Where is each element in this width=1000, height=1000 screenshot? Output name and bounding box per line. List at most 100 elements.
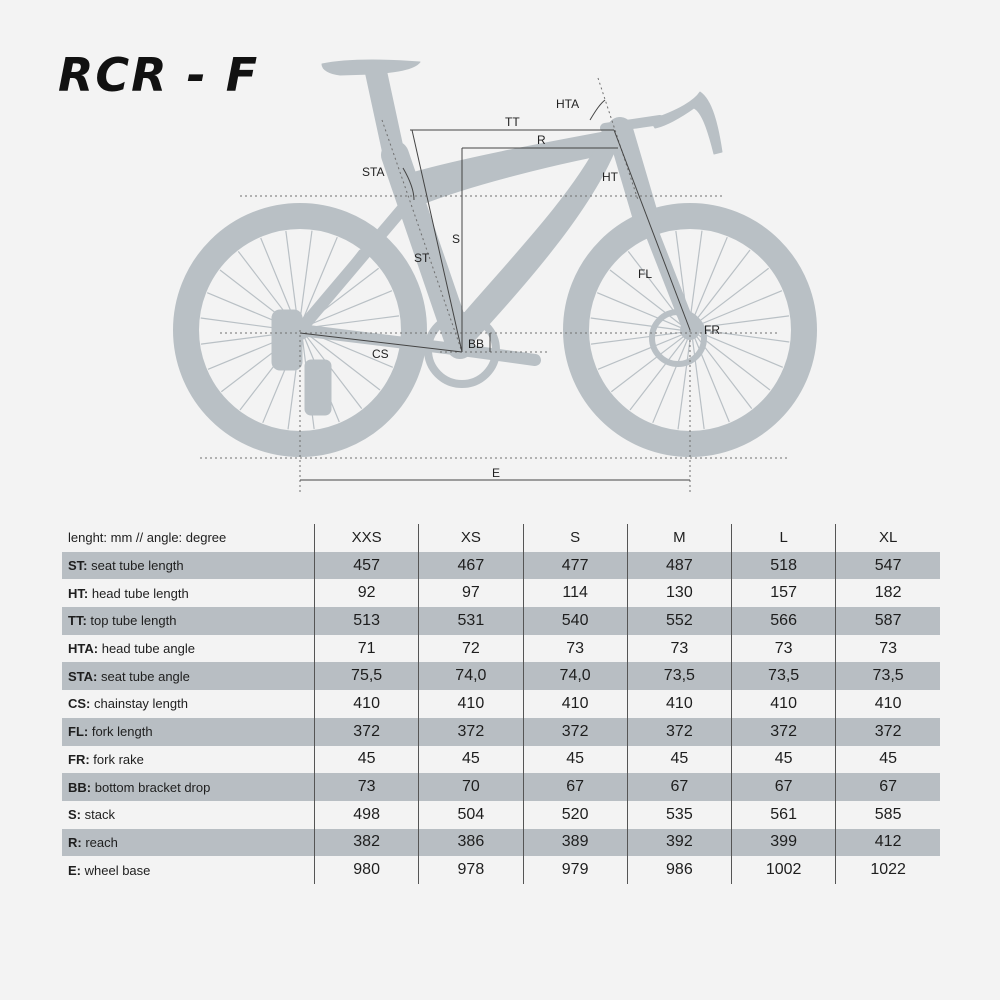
table-cell: 386 xyxy=(418,828,523,857)
wheel-spoke xyxy=(677,339,691,430)
label-hta: HTA xyxy=(556,97,579,111)
row-label: TT: top tube length xyxy=(62,607,315,635)
table-cell: 372 xyxy=(626,717,732,746)
row-abbr: BB: xyxy=(68,779,92,795)
table-cell: 585 xyxy=(835,800,940,829)
row-description: fork rake xyxy=(93,751,144,767)
table-cell: 372 xyxy=(730,717,836,746)
table-row: S: stack 498 504 520 535 561 585 xyxy=(62,800,940,829)
table-cell: 71 xyxy=(313,634,419,663)
row-abbr: FR: xyxy=(68,751,90,767)
table-cell: 410 xyxy=(835,690,940,718)
table-row: R: reach 382 386 389 392 399 412 xyxy=(62,828,940,857)
wheel-spoke xyxy=(652,339,688,424)
wheel-spoke xyxy=(696,267,770,324)
table-cell: 980 xyxy=(313,856,419,884)
wheel-spoke xyxy=(308,290,393,326)
table-cell: 978 xyxy=(418,856,523,884)
wheel-spoke xyxy=(698,290,783,326)
table-cell: 45 xyxy=(313,745,419,774)
row-abbr: STA: xyxy=(68,668,98,684)
row-abbr: ST: xyxy=(68,558,88,574)
table-cell: 372 xyxy=(418,717,523,746)
label-sta: STA xyxy=(362,165,384,179)
size-header: M xyxy=(626,524,732,552)
table-cell: 67 xyxy=(522,773,628,801)
table-cell: 45 xyxy=(730,745,836,774)
row-abbr: S: xyxy=(68,807,81,823)
table-cell: 410 xyxy=(730,690,836,718)
wheel-spoke xyxy=(260,237,296,322)
page-title: RCR - F xyxy=(58,48,260,102)
row-label: FR: fork rake xyxy=(62,745,315,774)
wheel-spoke xyxy=(308,334,381,391)
row-label: HT: head tube length xyxy=(62,579,315,608)
table-row: TT: top tube length 513 531 540 552 566 587 xyxy=(62,607,940,635)
table-cell: 587 xyxy=(835,607,940,635)
table-cell: 372 xyxy=(313,717,419,746)
table-cell: 45 xyxy=(522,745,628,774)
table-header-row: lenght: mm // angle: degree XXS XS S M L… xyxy=(62,524,940,552)
table-cell: 389 xyxy=(522,828,628,857)
table-cell: 518 xyxy=(730,551,836,580)
wheel-spoke xyxy=(590,331,681,345)
table-cell: 540 xyxy=(522,607,628,635)
table-cell: 410 xyxy=(522,690,628,718)
label-cs: CS xyxy=(372,347,389,361)
row-abbr: HT: xyxy=(68,585,89,601)
row-abbr: HTA: xyxy=(68,641,99,657)
row-abbr: R: xyxy=(68,834,82,850)
table-cell: 73 xyxy=(313,773,419,801)
label-ht: HT xyxy=(602,170,619,184)
table-cell: 45 xyxy=(626,745,732,774)
row-description: fork length xyxy=(91,724,153,740)
table-cell: 513 xyxy=(313,607,419,635)
label-st: ST xyxy=(414,251,430,265)
table-cell: 457 xyxy=(313,551,419,580)
row-label: HTA: head tube angle xyxy=(62,634,315,663)
table-row: HTA: head tube angle 71 72 73 73 73 73 xyxy=(62,634,940,663)
wheel-spoke xyxy=(698,334,771,391)
table-cell: 182 xyxy=(835,579,940,608)
table-row: E: wheel base 980 978 979 986 1002 1022 xyxy=(62,856,940,884)
row-abbr: E: xyxy=(68,862,81,878)
table-cell: 74,0 xyxy=(522,662,628,691)
table-row: BB: bottom bracket drop 73 70 67 67 67 67 xyxy=(62,773,940,801)
table-cell: 67 xyxy=(730,773,836,801)
table-cell: 130 xyxy=(626,579,732,608)
label-tt: TT xyxy=(505,115,520,129)
table-cell: 382 xyxy=(313,828,419,857)
table-cell: 552 xyxy=(626,607,732,635)
table-cell: 412 xyxy=(835,828,940,857)
row-description: wheel base xyxy=(84,862,151,878)
table-cell: 73 xyxy=(522,634,628,663)
table-cell: 45 xyxy=(835,745,940,774)
table-row: HT: head tube length 92 97 114 130 157 182 xyxy=(62,579,940,608)
wheel-spoke xyxy=(699,329,790,343)
units-header: lenght: mm // angle: degree xyxy=(68,530,227,546)
row-label: BB: bottom bracket drop xyxy=(62,773,315,801)
table-cell: 531 xyxy=(418,607,523,635)
table-cell: 547 xyxy=(835,551,940,580)
size-header: XXS xyxy=(313,524,419,552)
row-label: FL: fork length xyxy=(62,717,315,746)
table-cell: 979 xyxy=(522,856,628,884)
table-cell: 477 xyxy=(522,551,628,580)
table-cell: 372 xyxy=(522,717,628,746)
wheel-spoke xyxy=(596,292,681,328)
label-bb: BB xyxy=(468,337,484,351)
row-description: top tube length xyxy=(90,613,177,629)
table-cell: 487 xyxy=(626,551,732,580)
table-cell: 399 xyxy=(730,828,836,857)
table-cell: 67 xyxy=(626,773,732,801)
row-abbr: CS: xyxy=(68,696,91,712)
label-fl: FL xyxy=(638,267,652,281)
row-description: bottom bracket drop xyxy=(94,779,211,795)
row-description: seat tube length xyxy=(91,558,184,574)
bike-geometry-diagram: HTA TT R STA HT S ST FL FR BB CS E xyxy=(173,59,817,495)
table-cell: 566 xyxy=(730,607,836,635)
table-cell: 97 xyxy=(418,579,523,608)
row-abbr: FL: xyxy=(68,724,89,740)
wheel-spoke xyxy=(597,334,682,370)
table-cell: 73 xyxy=(730,634,836,663)
